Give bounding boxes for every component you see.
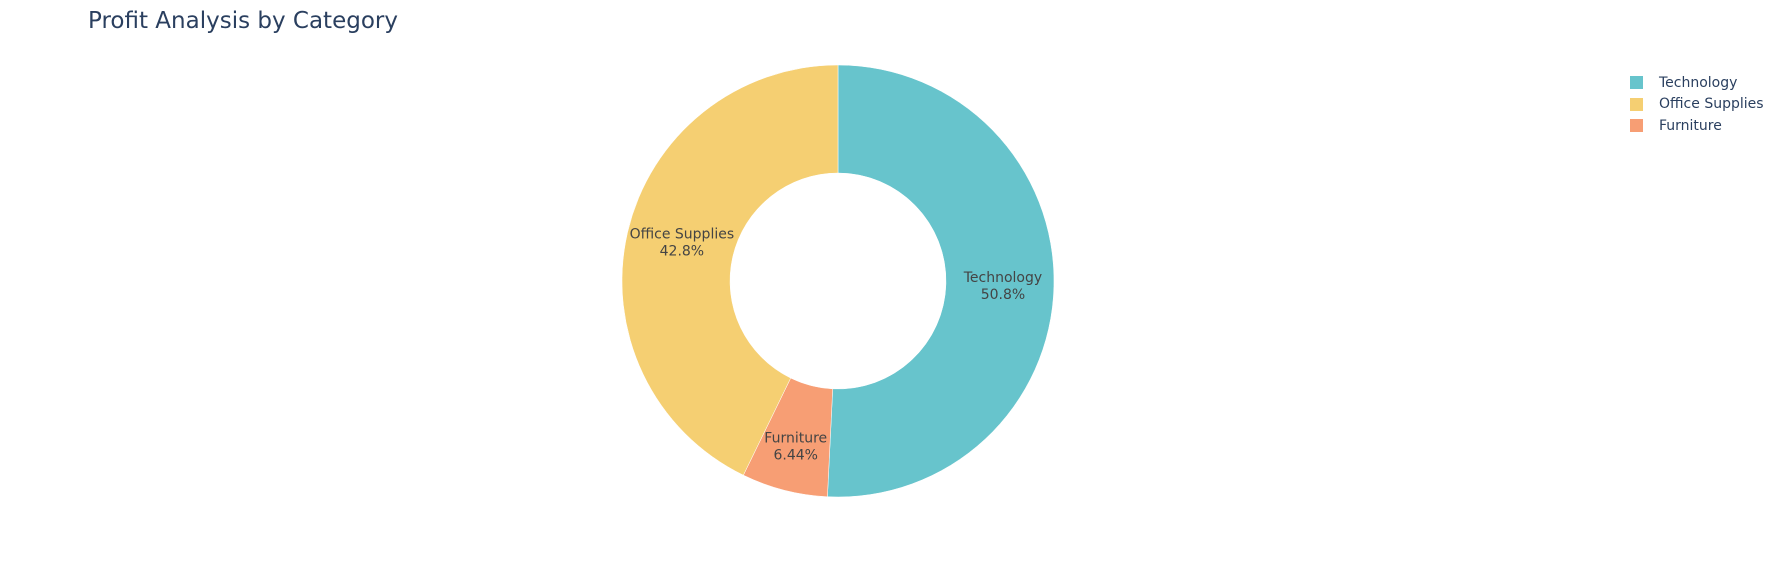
slice-label-name-technology: Technology bbox=[963, 270, 1042, 286]
legend-label-furniture: Furniture bbox=[1659, 117, 1722, 134]
slice-label-office-supplies: Office Supplies 42.8% bbox=[630, 227, 735, 260]
legend-item-technology[interactable]: Technology bbox=[1630, 72, 1764, 94]
slice-label-name-office-supplies: Office Supplies bbox=[630, 227, 735, 243]
slice-technology[interactable] bbox=[827, 64, 1055, 498]
legend-item-office-supplies[interactable]: Office Supplies bbox=[1630, 94, 1764, 116]
legend-swatch-technology bbox=[1630, 76, 1643, 90]
legend-swatch-furniture bbox=[1630, 119, 1643, 133]
slice-label-furniture: Furniture 6.44% bbox=[764, 431, 827, 464]
slices-layer bbox=[621, 64, 1055, 498]
legend-swatch-office-supplies bbox=[1630, 97, 1643, 111]
slice-label-percent-furniture: 6.44% bbox=[773, 448, 817, 464]
legend-label-office-supplies: Office Supplies bbox=[1659, 96, 1764, 113]
chart-title: Profit Analysis by Category bbox=[88, 8, 398, 34]
legend: Technology Office Supplies Furniture bbox=[1630, 72, 1764, 137]
slice-label-name-furniture: Furniture bbox=[764, 431, 827, 447]
slice-labels-layer: Technology 50.8% Furniture 6.44% Office Supp… bbox=[630, 227, 1043, 464]
slice-label-technology: Technology 50.8% bbox=[963, 270, 1042, 303]
slice-label-percent-technology: 50.8% bbox=[981, 287, 1025, 303]
legend-item-furniture[interactable]: Furniture bbox=[1630, 115, 1764, 137]
legend-label-technology: Technology bbox=[1659, 74, 1738, 91]
slice-label-percent-office-supplies: 42.8% bbox=[660, 244, 704, 260]
